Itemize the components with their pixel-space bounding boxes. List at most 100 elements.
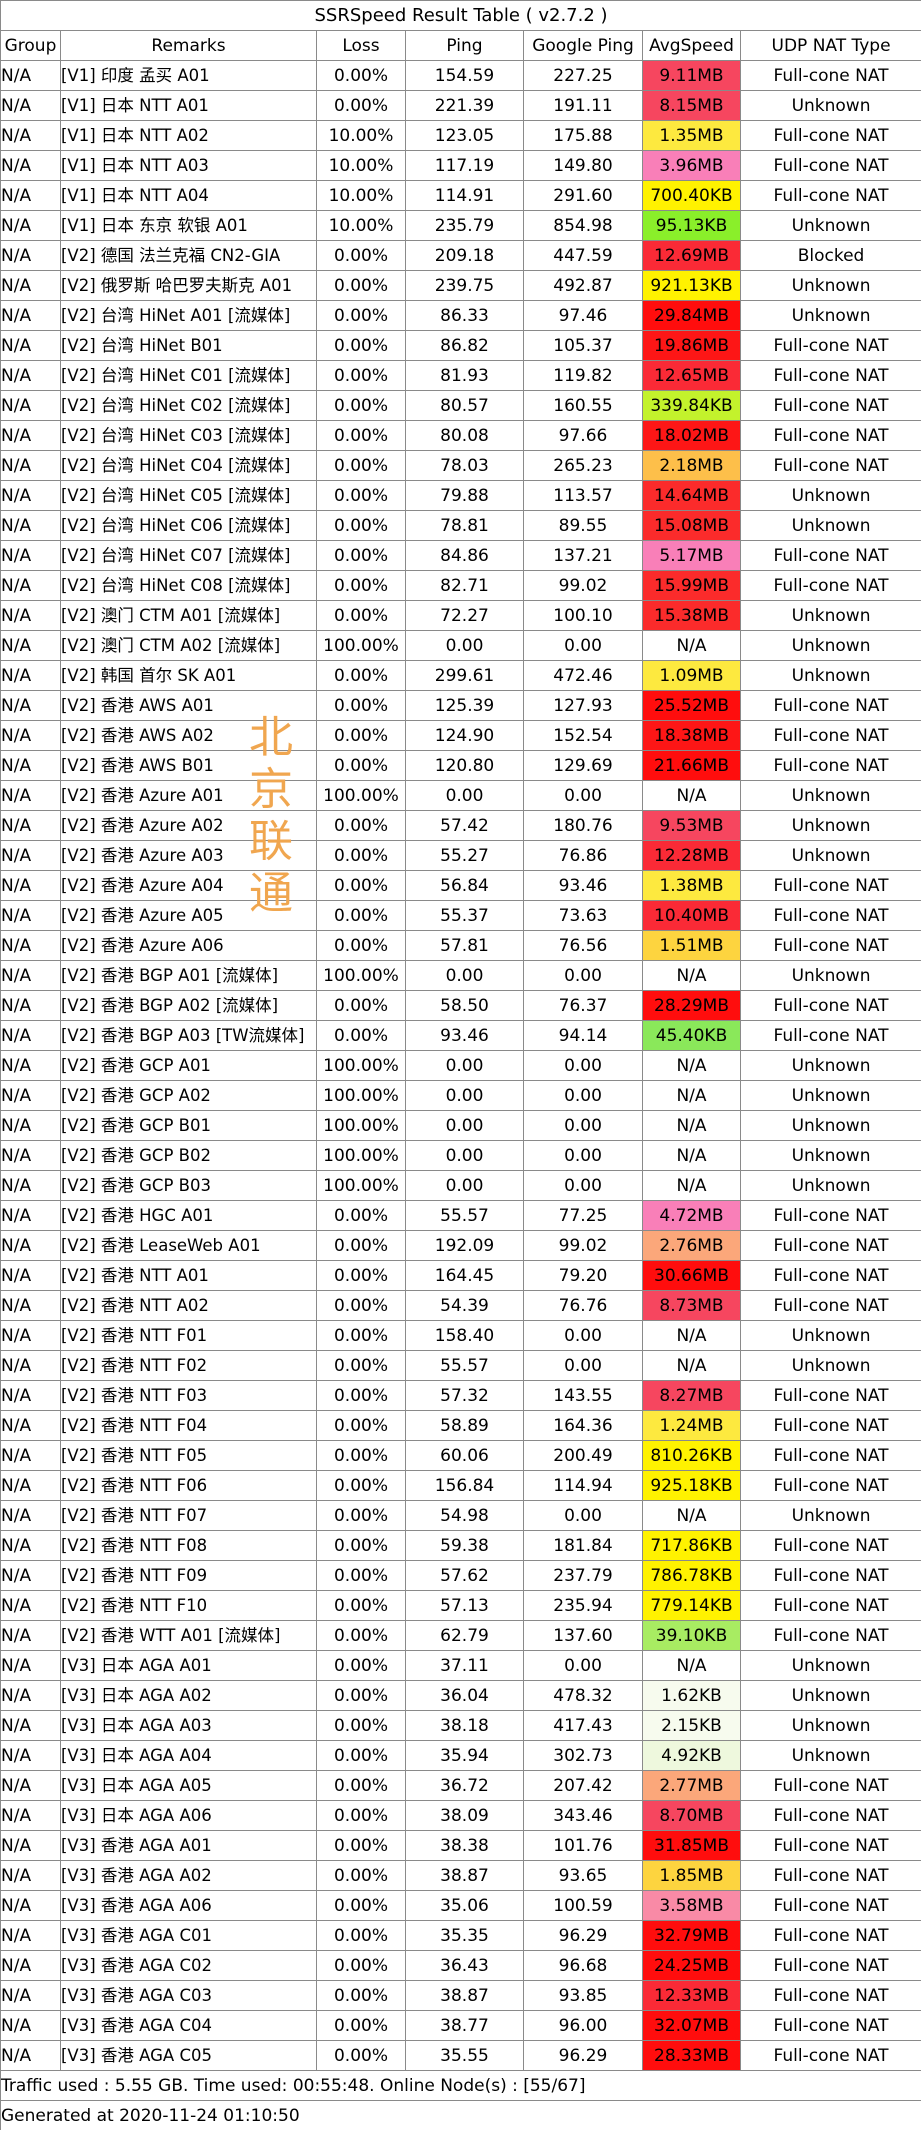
cell-group: N/A (0, 120, 61, 151)
cell-remarks: [V2] 香港 Azure A06 (60, 930, 317, 961)
cell-remarks: [V2] 香港 NTT A01 (60, 1260, 317, 1291)
cell-group: N/A (0, 360, 61, 391)
cell-group: N/A (0, 690, 61, 721)
cell-ping: 299.61 (405, 660, 524, 691)
cell-remarks: [V2] 台湾 HiNet A01 [流媒体] (60, 300, 317, 331)
cell-avg-speed: 18.38MB (642, 720, 741, 751)
cell-ping: 221.39 (405, 90, 524, 121)
cell-ping: 0.00 (405, 1080, 524, 1111)
cell-loss: 10.00% (316, 150, 406, 181)
cell-udp-nat-type: Unknown (739, 1080, 921, 1111)
cell-group: N/A (0, 1860, 61, 1891)
table-row: N/A [V2] 香港 Azure A02 0.00% 57.42 180.76 9.53… (0, 810, 921, 841)
cell-group: N/A (0, 60, 61, 91)
table-row: N/A [V3] 日本 AGA A02 0.00% 36.04 478.32 1.62KB… (0, 1680, 921, 1711)
cell-avg-speed: 3.96MB (642, 150, 741, 181)
cell-group: N/A (0, 1020, 61, 1051)
cell-group: N/A (0, 1410, 61, 1441)
cell-group: N/A (0, 1440, 61, 1471)
cell-udp-nat-type: Full-cone NAT (739, 720, 921, 751)
cell-google-ping: 0.00 (523, 1170, 643, 1201)
cell-loss: 0.00% (316, 420, 406, 451)
cell-loss: 0.00% (316, 1950, 406, 1981)
cell-udp-nat-type: Unknown (739, 960, 921, 991)
cell-loss: 0.00% (316, 990, 406, 1021)
cell-udp-nat-type: Full-cone NAT (739, 1020, 921, 1051)
cell-loss: 100.00% (316, 1170, 406, 1201)
cell-remarks: [V1] 日本 NTT A01 (60, 90, 317, 121)
cell-remarks: [V2] 香港 GCP B01 (60, 1110, 317, 1141)
cell-avg-speed: 921.13KB (642, 270, 741, 301)
table-row: N/A [V2] 香港 NTT F03 0.00% 57.32 143.55 8.27MB… (0, 1380, 921, 1411)
cell-group: N/A (0, 1140, 61, 1171)
cell-avg-speed: 28.33MB (642, 2040, 741, 2071)
cell-remarks: [V2] 香港 Azure A05 (60, 900, 317, 931)
table-row: N/A [V3] 香港 AGA C05 0.00% 35.55 96.29 28.33MB… (0, 2040, 921, 2071)
cell-avg-speed: N/A (642, 630, 741, 661)
cell-loss: 0.00% (316, 1350, 406, 1381)
cell-google-ping: 137.60 (523, 1620, 643, 1651)
cell-remarks: [V3] 日本 AGA A06 (60, 1800, 317, 1831)
cell-udp-nat-type: Full-cone NAT (739, 1620, 921, 1651)
cell-group: N/A (0, 450, 61, 481)
cell-remarks: [V1] 日本 东京 软银 A01 (60, 210, 317, 241)
cell-ping: 120.80 (405, 750, 524, 781)
cell-avg-speed: N/A (642, 960, 741, 991)
cell-loss: 0.00% (316, 1470, 406, 1501)
traffic-summary: Traffic used : 5.55 GB. Time used: 00:55… (0, 2070, 921, 2101)
cell-avg-speed: 8.15MB (642, 90, 741, 121)
cell-avg-speed: 2.18MB (642, 450, 741, 481)
cell-loss: 0.00% (316, 300, 406, 331)
cell-google-ping: 207.42 (523, 1770, 643, 1801)
cell-udp-nat-type: Full-cone NAT (739, 1530, 921, 1561)
cell-udp-nat-type: Full-cone NAT (739, 570, 921, 601)
cell-group: N/A (0, 480, 61, 511)
table-row: N/A [V2] 香港 NTT A02 0.00% 54.39 76.76 8.73MB F… (0, 1290, 921, 1321)
cell-udp-nat-type: Unknown (739, 600, 921, 631)
cell-avg-speed: N/A (642, 1350, 741, 1381)
table-row: N/A [V2] 香港 NTT A01 0.00% 164.45 79.20 30.66M… (0, 1260, 921, 1291)
cell-group: N/A (0, 1500, 61, 1531)
cell-ping: 80.08 (405, 420, 524, 451)
cell-loss: 0.00% (316, 840, 406, 871)
cell-remarks: [V2] 澳门 CTM A02 [流媒体] (60, 630, 317, 661)
table-row: N/A [V2] 香港 Azure A06 0.00% 57.81 76.56 1.51M… (0, 930, 921, 961)
cell-udp-nat-type: Full-cone NAT (739, 1770, 921, 1801)
cell-group: N/A (0, 1920, 61, 1951)
cell-ping: 35.35 (405, 1920, 524, 1951)
cell-ping: 114.91 (405, 180, 524, 211)
cell-remarks: [V2] 香港 WTT A01 [流媒体] (60, 1620, 317, 1651)
cell-google-ping: 0.00 (523, 780, 643, 811)
table-row: N/A [V3] 香港 AGA C04 0.00% 38.77 96.00 32.07MB… (0, 2010, 921, 2041)
cell-loss: 0.00% (316, 1560, 406, 1591)
table-row: N/A [V2] 香港 Azure A04 0.00% 56.84 93.46 1.38M… (0, 870, 921, 901)
table-row: N/A [V2] 香港 BGP A01 [流媒体] 100.00% 0.00 0.00 N… (0, 960, 921, 991)
cell-udp-nat-type: Unknown (739, 1170, 921, 1201)
cell-udp-nat-type: Unknown (739, 1710, 921, 1741)
cell-udp-nat-type: Unknown (739, 1320, 921, 1351)
cell-udp-nat-type: Unknown (739, 300, 921, 331)
cell-google-ping: 137.21 (523, 540, 643, 571)
cell-loss: 0.00% (316, 930, 406, 961)
cell-avg-speed: 30.66MB (642, 1260, 741, 1291)
cell-udp-nat-type: Unknown (739, 630, 921, 661)
column-header-avg-speed: AvgSpeed (642, 30, 741, 61)
table-row: N/A [V2] 台湾 HiNet C08 [流媒体] 0.00% 82.71 99.0… (0, 570, 921, 601)
cell-google-ping: 129.69 (523, 750, 643, 781)
cell-udp-nat-type: Full-cone NAT (739, 390, 921, 421)
cell-avg-speed: 12.33MB (642, 1980, 741, 2011)
cell-loss: 100.00% (316, 1140, 406, 1171)
cell-udp-nat-type: Unknown (739, 1050, 921, 1081)
cell-loss: 0.00% (316, 480, 406, 511)
cell-ping: 72.27 (405, 600, 524, 631)
table-row: N/A [V2] 台湾 HiNet B01 0.00% 86.82 105.37 19.8… (0, 330, 921, 361)
cell-ping: 0.00 (405, 960, 524, 991)
cell-google-ping: 180.76 (523, 810, 643, 841)
cell-group: N/A (0, 630, 61, 661)
cell-remarks: [V2] 香港 Azure A02 (60, 810, 317, 841)
cell-loss: 0.00% (316, 1500, 406, 1531)
cell-remarks: [V1] 日本 NTT A04 (60, 180, 317, 211)
cell-remarks: [V1] 日本 NTT A02 (60, 120, 317, 151)
table-row: N/A [V3] 香港 AGA A01 0.00% 38.38 101.76 31.85M… (0, 1830, 921, 1861)
cell-ping: 235.79 (405, 210, 524, 241)
